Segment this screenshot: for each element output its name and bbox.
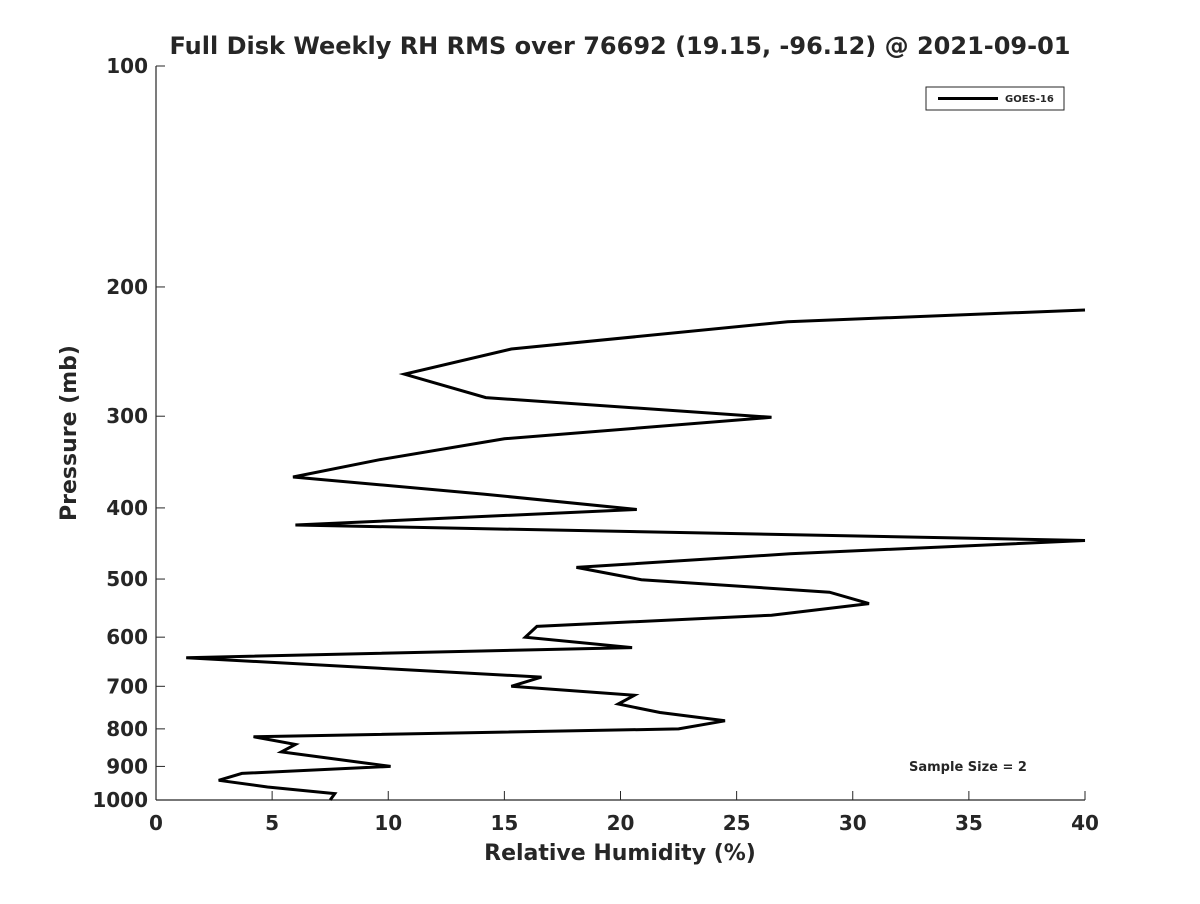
y-axis-ticks: 100 200 300 400 500 600 700 800 900 1000 [92,54,165,812]
series-lines [186,308,1086,801]
y-tick-label: 600 [106,625,148,649]
y-tick-label: 900 [106,754,148,778]
y-axis-label: Pressure (mb) [57,345,82,521]
y-tick-label: 1000 [92,788,148,812]
x-tick-label: 15 [490,811,518,835]
x-tick-label: 5 [265,811,279,835]
x-tick-label: 25 [723,811,751,835]
plot-area: 100 200 300 400 500 600 700 800 900 1000 0 5 10 15 20… [92,54,1099,835]
y-tick-label: 500 [106,567,148,591]
y-tick-label: 200 [106,275,148,299]
x-tick-label: 30 [839,811,867,835]
x-axis-label: Relative Humidity (%) [484,841,756,866]
series-line-goes-16 [186,308,1086,801]
x-tick-label: 35 [955,811,983,835]
legend: GOES-16 [925,86,1065,111]
sample-size-annotation: Sample Size = 2 [909,760,1027,775]
y-tick-label: 700 [106,674,148,698]
y-tick-label: 100 [106,54,148,78]
y-tick-label: 800 [106,717,148,741]
legend-label-goes-16: GOES-16 [1005,94,1054,105]
chart-title: Full Disk Weekly RH RMS over 76692 (19.1… [169,32,1070,60]
y-tick-label: 400 [106,496,148,520]
x-tick-label: 0 [149,811,163,835]
y-tick-label: 300 [106,404,148,428]
x-axis-ticks: 0 5 10 15 20 25 30 35 40 [149,791,1099,835]
x-tick-label: 40 [1071,811,1099,835]
x-tick-label: 10 [374,811,402,835]
x-tick-label: 20 [607,811,635,835]
